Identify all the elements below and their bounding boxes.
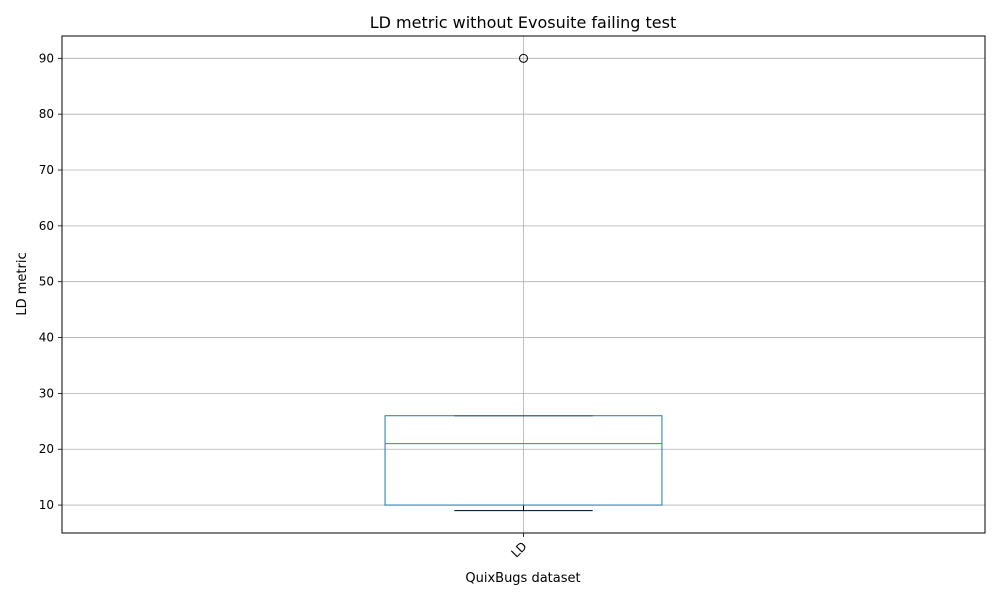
- x-axis-label: QuixBugs dataset: [465, 571, 580, 586]
- y-tick-label: 30: [39, 386, 54, 400]
- interquartile-box: [384, 415, 663, 506]
- grid-lines: [62, 36, 985, 533]
- y-axis-ticks: 10 20 30 40 50 60 70 80 90: [39, 51, 62, 512]
- y-tick-label: 90: [39, 51, 54, 65]
- y-tick-label: 80: [39, 107, 54, 121]
- x-tick-label: LD: [508, 539, 529, 560]
- y-tick-label: 40: [39, 331, 54, 345]
- y-tick-label: 50: [39, 275, 54, 289]
- chart-title: LD metric without Evosuite failing test: [370, 13, 677, 32]
- x-axis-ticks: LD: [508, 533, 530, 560]
- y-axis-label: LD metric: [15, 252, 30, 315]
- box-plot-series: [384, 53, 663, 512]
- y-tick-label: 10: [39, 498, 54, 512]
- y-tick-label: 60: [39, 219, 54, 233]
- y-tick-label: 70: [39, 163, 54, 177]
- y-tick-label: 20: [39, 442, 54, 456]
- outlier-point: [519, 53, 528, 63]
